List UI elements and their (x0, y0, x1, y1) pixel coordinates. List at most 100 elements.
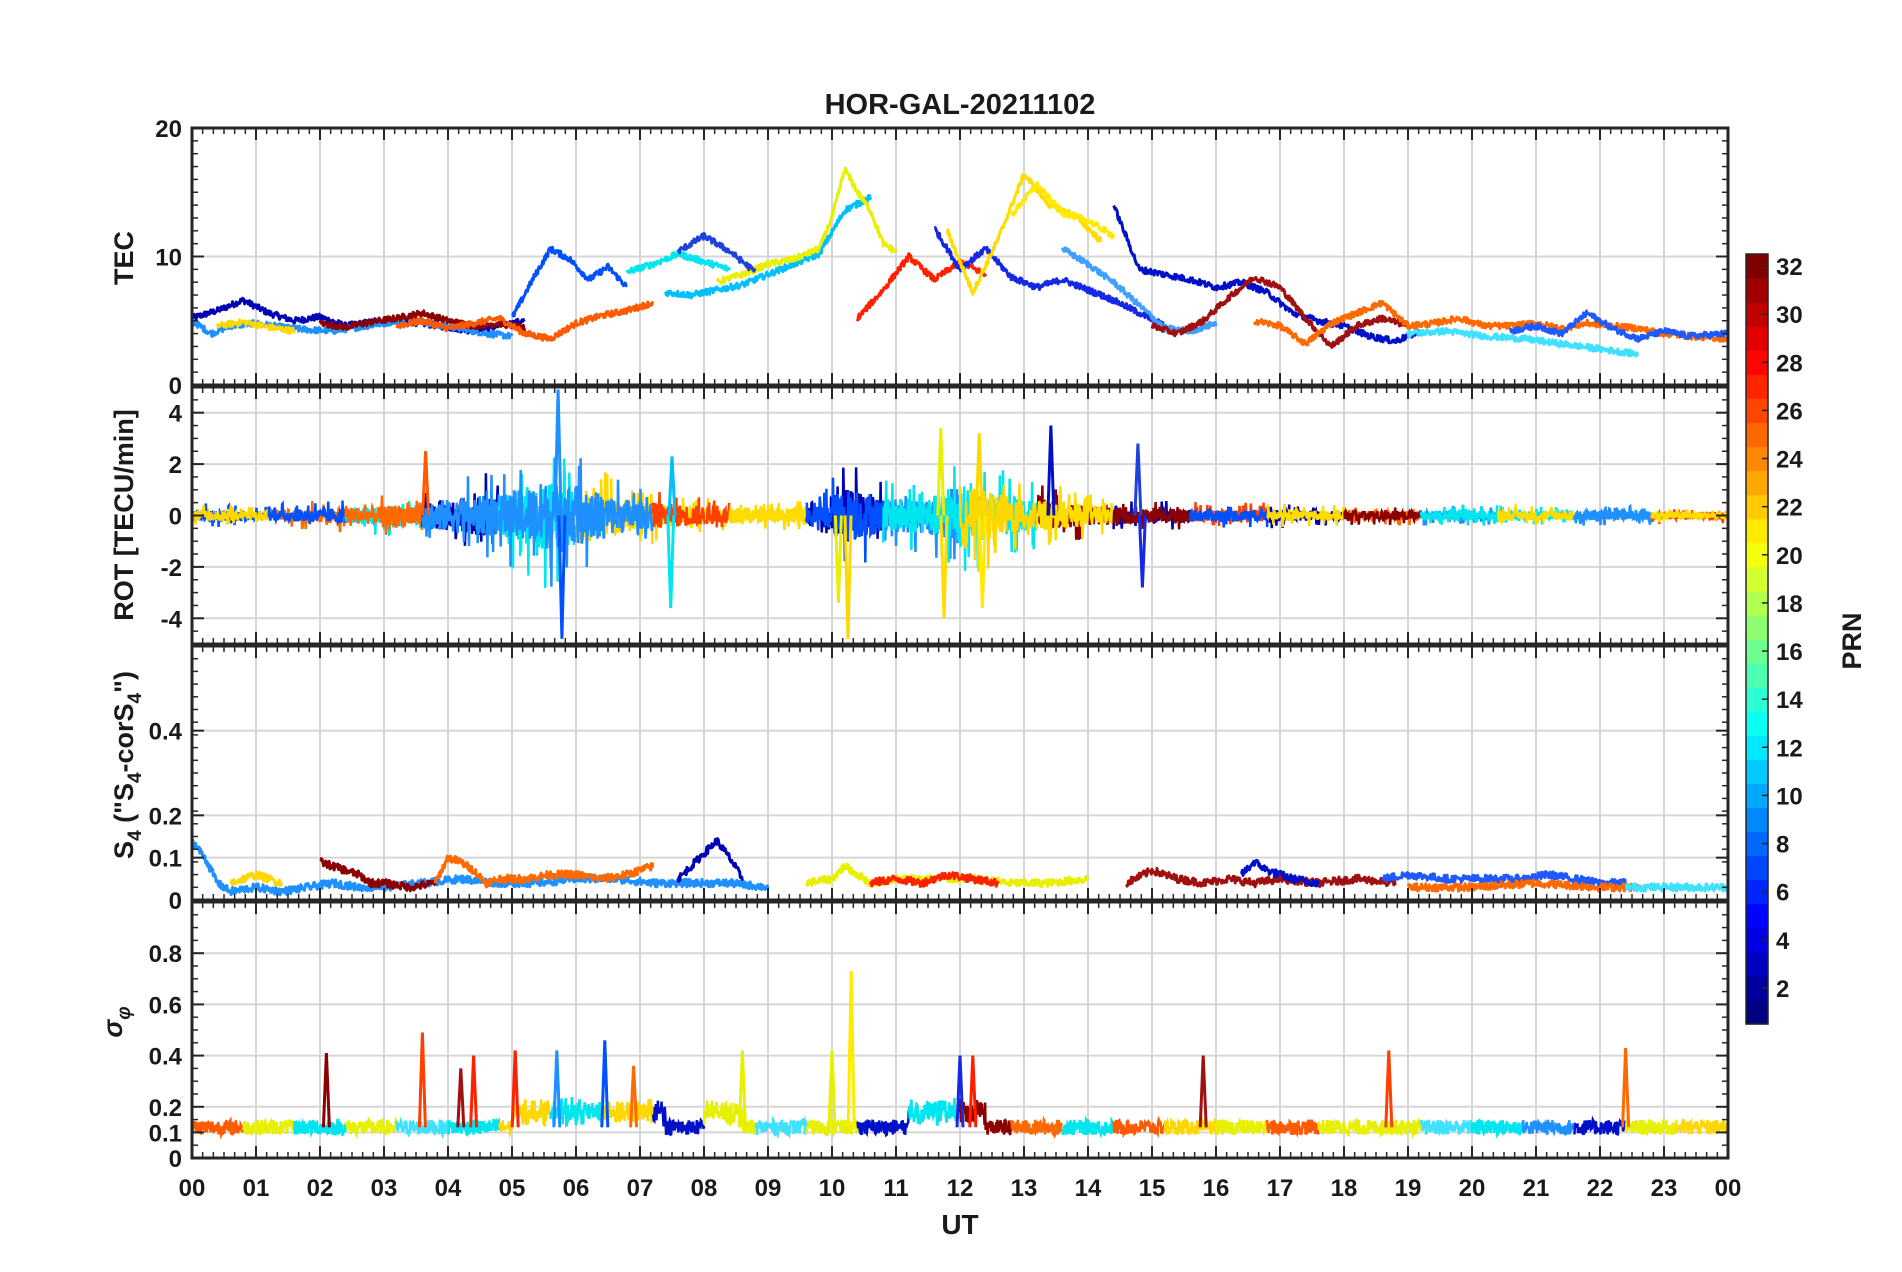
y-tick-label: 0.2 (149, 1095, 182, 1122)
colorbar-swatch (1746, 518, 1768, 544)
colorbar-swatch (1746, 350, 1768, 375)
series-line (1266, 503, 1346, 527)
colorbar-swatch (1746, 999, 1768, 1025)
colorbar-tick-label: 6 (1776, 880, 1789, 907)
x-tick-label: 08 (691, 1175, 718, 1202)
spike-mark (456, 1068, 466, 1128)
sigma-lines (190, 971, 1730, 1140)
y-tick-label: 0.8 (149, 941, 182, 968)
tec-lines (190, 166, 1730, 358)
colorbar-swatch (1746, 687, 1768, 712)
colorbar-ticks: 32 30 28 26 24 22 20 18 16 14 12 10 8 6 4 2 (1762, 254, 1803, 1003)
colorbar-tick-label: 14 (1776, 687, 1803, 714)
y-tick-label: 0 (169, 1146, 182, 1173)
spike-mark (469, 1055, 479, 1128)
tec-ylabel: TEC (109, 231, 139, 285)
series-line (958, 1098, 1013, 1136)
series-line (728, 503, 808, 530)
series-line (1406, 878, 1640, 893)
x-tick-label: 17 (1267, 1175, 1294, 1202)
series-line (958, 483, 1039, 572)
x-tick-label: 02 (307, 1175, 334, 1202)
spike-mark (974, 433, 984, 516)
series-line (677, 231, 757, 273)
series-line (702, 1100, 757, 1135)
colorbar-tick-label: 12 (1776, 735, 1803, 762)
series-line (651, 491, 731, 528)
spike-mark (843, 515, 853, 639)
series-line (1508, 309, 1729, 343)
colorbar-label: PRN (1837, 612, 1867, 669)
spike-mark (1621, 1047, 1631, 1128)
colorbar-tick-label: 26 (1776, 398, 1803, 425)
y-tick-label: 2 (169, 452, 182, 479)
series-line (1406, 326, 1640, 358)
colorbar-swatch (1746, 903, 1768, 929)
series-line (1343, 506, 1422, 525)
colorbar-swatches (1746, 254, 1768, 1025)
y-tick-label: 0.2 (149, 803, 182, 830)
y-tick-label: 0 (169, 888, 182, 915)
series-line (1317, 1118, 1371, 1138)
series-line (344, 500, 424, 537)
series-line (1573, 503, 1653, 526)
spike-mark (955, 1055, 965, 1128)
x-tick-label: 09 (755, 1175, 782, 1202)
panel-sigma-phi: 00.10.20.40.60.8 σφ (98, 900, 1730, 1173)
series-line (1470, 1117, 1525, 1139)
series-line (805, 1116, 859, 1139)
colorbar-tick-label: 2 (1776, 976, 1789, 1003)
y-tick-label: 10 (155, 245, 182, 272)
series-line (1214, 1116, 1269, 1137)
series-line (190, 1116, 245, 1140)
colorbar-swatch (1746, 783, 1768, 809)
colorbar-swatch (1746, 302, 1768, 327)
spike-mark (936, 428, 946, 516)
colorbar-tick-label: 10 (1776, 783, 1803, 810)
colorbar-swatch (1746, 807, 1768, 833)
series-line (395, 300, 655, 342)
x-tick-label: 04 (435, 1175, 462, 1202)
x-tick-label: 11 (883, 1175, 908, 1202)
series-line (1624, 1116, 1679, 1137)
y-tick-label: -2 (161, 555, 182, 582)
series-line (754, 1115, 808, 1140)
series-line (1368, 1116, 1423, 1140)
colorbar-tick-label: 8 (1776, 832, 1789, 859)
y-tick-label: -4 (161, 606, 183, 633)
x-tick-label: 03 (371, 1175, 398, 1202)
series-line (600, 1098, 655, 1123)
series-line (1496, 502, 1576, 526)
spike-mark (1046, 425, 1056, 516)
x-tick-label: 22 (1587, 1175, 1614, 1202)
series-line (267, 500, 347, 526)
spike-mark (1133, 443, 1143, 516)
tec-axes-frame (190, 126, 1730, 387)
series-line (716, 166, 898, 285)
colorbar-swatch (1746, 278, 1768, 303)
series-line (651, 1100, 706, 1137)
series-line (869, 871, 1000, 888)
spike-mark (417, 1032, 427, 1128)
panel-tec: 0 10 20 TEC (109, 116, 1730, 400)
series-line (1150, 275, 1410, 349)
series-line (1009, 1115, 1064, 1140)
x-tick-label: 12 (947, 1175, 974, 1202)
series-line (395, 1116, 449, 1140)
y-tick-label: 20 (155, 116, 182, 143)
series-line (344, 1116, 399, 1139)
series-line (1381, 870, 1628, 888)
colorbar-frame (1745, 253, 1769, 1025)
colorbar-swatch (1746, 590, 1768, 616)
series-line (1112, 1116, 1167, 1139)
series-line (1061, 1115, 1115, 1139)
series-line (881, 466, 962, 563)
spike-mark (968, 1055, 978, 1128)
y-tick-label: 0.4 (149, 719, 183, 746)
series-line (1419, 504, 1499, 526)
colorbar-swatch (1746, 735, 1768, 760)
spike-mark (600, 1040, 610, 1128)
series-line (1265, 1118, 1320, 1138)
x-tick-labels: 00 01 02 03 04 05 06 07 08 09 10 11 12 13 14 15 16 17 18 19… (179, 1175, 1742, 1202)
